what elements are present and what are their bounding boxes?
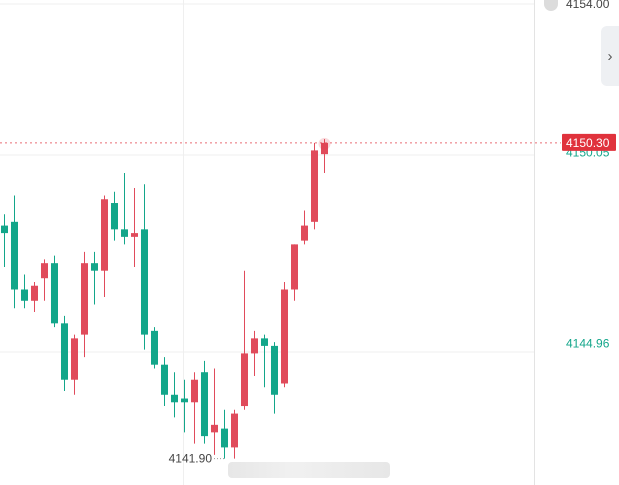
candle-body — [211, 424, 218, 433]
candle-body — [21, 289, 28, 301]
last-price-label: 4150.30 — [566, 136, 610, 150]
candle — [31, 281, 38, 313]
candle-body — [271, 345, 278, 395]
candle-body — [71, 338, 78, 380]
candle — [171, 372, 178, 418]
candles-layer: 4141.90 — [1, 137, 331, 466]
last-price-tag-bg — [562, 133, 616, 151]
candle-body — [311, 150, 318, 222]
candle-body — [241, 353, 248, 407]
price-axis-label: 4144.96 — [566, 337, 610, 351]
min-price-marker: 4141.90 — [169, 452, 213, 466]
candle — [41, 259, 48, 301]
candle — [71, 334, 78, 395]
candle — [101, 195, 108, 298]
candle-body — [181, 398, 188, 403]
candle-body — [81, 263, 88, 335]
candle-body — [51, 263, 58, 324]
grid-layer — [0, 0, 561, 485]
watermark — [228, 462, 390, 478]
bell-icon[interactable] — [544, 0, 558, 11]
candle-body — [201, 372, 208, 437]
candle — [201, 360, 208, 444]
candle — [231, 409, 238, 459]
candle — [191, 372, 198, 444]
candle — [241, 270, 248, 410]
candle — [141, 184, 148, 350]
candle-body — [11, 221, 18, 290]
candle-body — [151, 330, 158, 365]
candle — [121, 172, 128, 245]
candle-body — [291, 244, 298, 290]
candle — [281, 281, 288, 388]
candle-body — [101, 199, 108, 271]
candle-body — [231, 413, 238, 448]
candle — [91, 251, 98, 305]
candle — [271, 342, 278, 414]
candle — [261, 334, 268, 388]
candle-body — [121, 229, 128, 237]
candle-body — [61, 323, 68, 380]
candle-body — [281, 289, 288, 384]
candle — [301, 210, 308, 245]
candle — [311, 142, 318, 230]
candle-body — [321, 142, 328, 155]
candle-body — [261, 338, 268, 346]
candle — [181, 379, 188, 433]
candle — [221, 409, 228, 459]
collapse-panel-button[interactable]: › — [601, 26, 619, 86]
candle-body — [141, 229, 148, 335]
candle — [151, 327, 158, 369]
candle-body — [91, 263, 98, 271]
candle — [81, 251, 88, 358]
candle — [11, 195, 18, 309]
candle-body — [1, 225, 8, 234]
candle-body — [191, 379, 198, 403]
candle — [61, 315, 68, 392]
candle-body — [111, 203, 118, 230]
candle — [131, 187, 138, 267]
candle — [291, 244, 298, 301]
candle-body — [131, 233, 138, 237]
last-candle-glow — [318, 137, 331, 150]
candle — [251, 330, 258, 376]
candle-body — [31, 285, 38, 301]
price-axis-label: 4154.00 — [566, 0, 610, 11]
candle-body — [171, 394, 178, 403]
candle-body — [251, 338, 258, 354]
last-price-tag: 4150.30 — [562, 133, 616, 151]
candle — [21, 274, 28, 309]
candle — [161, 357, 168, 407]
candle — [321, 139, 328, 173]
chevron-right-icon: › — [607, 47, 613, 65]
candle — [111, 191, 118, 241]
candle-body — [41, 263, 48, 279]
candle — [211, 368, 218, 455]
candle-body — [161, 364, 168, 395]
candle-body — [221, 428, 228, 448]
candle — [1, 214, 8, 267]
candle-body — [301, 225, 308, 241]
candle — [51, 255, 58, 328]
